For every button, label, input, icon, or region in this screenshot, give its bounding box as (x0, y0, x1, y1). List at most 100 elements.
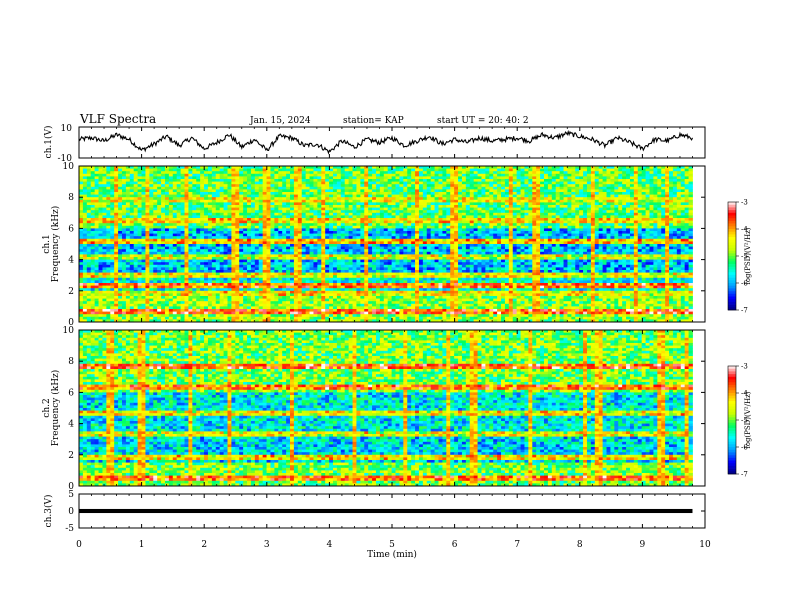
spectrogram-cell (294, 236, 298, 239)
spectrogram-cell (333, 187, 337, 190)
spectrogram-cell (306, 171, 310, 174)
spectrogram-cell (384, 189, 388, 192)
spectrogram-cell (200, 221, 204, 224)
spectrogram-cell (650, 236, 654, 239)
spectrogram-cell (212, 223, 216, 226)
spectrogram-cell (462, 228, 466, 231)
spectrogram-cell (388, 192, 392, 195)
spectrogram-cell (91, 182, 95, 185)
spectrogram-cell (145, 226, 149, 229)
spectrogram-cell (165, 195, 169, 198)
spectrogram-cell (681, 213, 685, 216)
spectrogram-cell (356, 226, 360, 229)
spectrogram-cell (497, 179, 501, 182)
spectrogram-cell (669, 210, 673, 213)
spectrogram-cell (505, 195, 509, 198)
spectrogram-cell (212, 213, 216, 216)
spectrogram-cell (142, 184, 146, 187)
spectrogram-cell (403, 226, 407, 229)
spectrogram-cell (528, 202, 532, 205)
spectrogram-cell (388, 241, 392, 244)
spectrogram-cell (657, 197, 661, 200)
spectrogram-cell (353, 231, 357, 234)
spectrogram-cell (411, 234, 415, 237)
spectrogram-cell (388, 215, 392, 218)
spectrogram-cell (196, 169, 200, 172)
spectrogram-cell (403, 241, 407, 244)
spectrogram-cell (478, 197, 482, 200)
spectrogram-cell (227, 197, 231, 200)
spectrogram-cell (392, 179, 396, 182)
spectrogram-cell (384, 247, 388, 250)
spectrogram-cell (474, 182, 478, 185)
spectrogram-cell (122, 244, 126, 247)
spectrogram-cell (333, 197, 337, 200)
spectrogram-cell (427, 226, 431, 229)
spectrogram-cell (528, 179, 532, 182)
spectrogram-cell (536, 187, 540, 190)
spectrogram-cell (450, 182, 454, 185)
spectrogram-cell (251, 169, 255, 172)
spectrogram-cell (196, 228, 200, 231)
spectrogram-cell (446, 215, 450, 218)
spectrogram-cell (517, 213, 521, 216)
spectrogram-cell (505, 226, 509, 229)
spectrogram-cell (610, 197, 614, 200)
spectrogram-cell (673, 187, 677, 190)
spectrogram-cell (638, 205, 642, 208)
spectrogram-cell (259, 215, 263, 218)
spectrogram-cell (216, 231, 220, 234)
spectrogram-cell (583, 239, 587, 242)
spectrogram-cell (442, 174, 446, 177)
spectrogram-cell (470, 221, 474, 224)
spectrogram-cell (188, 189, 192, 192)
spectrogram-cell (356, 197, 360, 200)
spectrogram-cell (368, 171, 372, 174)
spectrogram-cell (474, 228, 478, 231)
spectrogram-cell (478, 208, 482, 211)
spectrogram-cell (337, 223, 341, 226)
spectrogram-cell (591, 184, 595, 187)
spectrogram-cell (556, 218, 560, 221)
spectrogram-cell (501, 239, 505, 242)
spectrogram-cell (294, 210, 298, 213)
spectrogram-cell (548, 195, 552, 198)
spectrogram-cell (87, 174, 91, 177)
spectrogram-cell (591, 195, 595, 198)
spectrogram-cell (333, 247, 337, 250)
spectrogram-cell (575, 202, 579, 205)
spectrogram-cell (673, 231, 677, 234)
spectrogram-cell (673, 179, 677, 182)
spectrogram-cell (603, 182, 607, 185)
spectrogram-cell (79, 241, 83, 244)
spectrogram-cell (505, 218, 509, 221)
spectrogram-cell (685, 239, 689, 242)
spectrogram-cell (567, 228, 571, 231)
spectrogram-cell (521, 226, 525, 229)
spectrogram-cell (321, 210, 325, 213)
spectrogram-cell (270, 184, 274, 187)
spectrogram-cell (489, 182, 493, 185)
spectrogram-cell (552, 210, 556, 213)
spectrogram-cell (118, 174, 122, 177)
spectrogram-cell (626, 200, 630, 203)
spectrogram-cell (419, 182, 423, 185)
spectrogram-cell (501, 192, 505, 195)
spectrogram-cell (290, 176, 294, 179)
spectrogram-cell (153, 169, 157, 172)
spectrogram-cell (528, 244, 532, 247)
spectrogram-cell (642, 208, 646, 211)
spectrogram-cell (517, 215, 521, 218)
spectrogram-cell (329, 187, 333, 190)
spectrogram-cell (552, 241, 556, 244)
spectrogram-cell (517, 182, 521, 185)
spectrogram-cell (450, 205, 454, 208)
spectrogram-cell (485, 174, 489, 177)
spectrogram-cell (126, 215, 130, 218)
spectrogram-cell (313, 241, 317, 244)
spectrogram-cell (403, 244, 407, 247)
spectrogram-cell (126, 179, 130, 182)
spectrogram-cell (478, 231, 482, 234)
spectrogram-cell (356, 200, 360, 203)
spectrogram-cell (149, 182, 153, 185)
